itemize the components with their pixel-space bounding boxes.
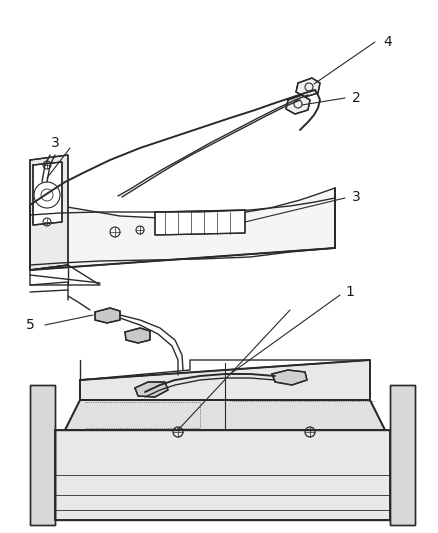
Polygon shape: [30, 188, 335, 270]
Polygon shape: [30, 155, 68, 270]
Polygon shape: [296, 78, 320, 97]
Polygon shape: [272, 370, 307, 385]
Text: 4: 4: [383, 35, 392, 49]
Polygon shape: [390, 385, 415, 525]
Polygon shape: [30, 385, 55, 525]
Polygon shape: [155, 210, 245, 235]
Polygon shape: [65, 400, 385, 430]
Text: 1: 1: [345, 285, 354, 299]
Polygon shape: [286, 95, 310, 114]
Text: 3: 3: [352, 190, 361, 204]
Polygon shape: [125, 328, 150, 343]
Polygon shape: [95, 308, 120, 323]
Polygon shape: [135, 382, 168, 397]
Polygon shape: [33, 162, 62, 225]
Text: 5: 5: [26, 318, 34, 332]
Polygon shape: [55, 430, 390, 520]
Text: 2: 2: [352, 91, 361, 105]
Polygon shape: [80, 360, 370, 400]
Text: 3: 3: [51, 136, 60, 150]
